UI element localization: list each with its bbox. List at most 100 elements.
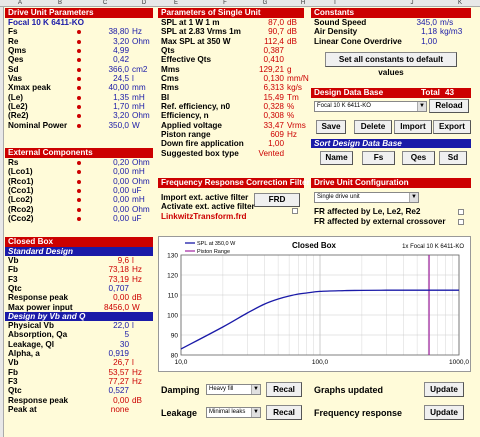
damping-recal-button[interactable]: Recal: [266, 382, 302, 397]
graphs-update-button[interactable]: Update: [424, 382, 464, 397]
bottom-right-panel: Graphs updated Update Frequency response…: [311, 378, 471, 430]
closed-box-chart: 80 90 100 110 120 130 10,0 100,0 1000,0 Closed Bo…: [158, 236, 471, 372]
design-vb-q-value[interactable]: 5: [124, 330, 129, 340]
constant-value[interactable]: 1,18: [421, 27, 437, 37]
comment-marker-icon: [77, 77, 81, 82]
single-unit-row: SPL at 1 W 1 m 87,0 dB: [158, 18, 304, 27]
x-tick-label: 100,0: [312, 359, 329, 366]
freq-filter-panel: Frequency Response Correction Filter Imp…: [158, 178, 310, 234]
design-select-value: Focal 10 K 6411-KO: [317, 103, 371, 109]
chevron-down-icon: ▼: [409, 193, 418, 202]
drive-param-value[interactable]: 24,5: [113, 74, 129, 84]
damping-select[interactable]: Heavy fill ▼: [206, 384, 261, 395]
ext-component-value[interactable]: 0,00: [113, 204, 129, 214]
drive-param-row: Re 3,20 Ohm: [5, 37, 153, 46]
y-tick-label: 110: [168, 293, 179, 300]
ext-component-value[interactable]: 0,00: [113, 214, 129, 224]
external-components-title: External Components: [5, 148, 153, 158]
design-vb-q-value[interactable]: 77,27: [108, 377, 130, 387]
drive-param-value[interactable]: 1,70: [113, 102, 129, 112]
single-unit-value: 112,4: [264, 36, 284, 46]
activate-filter-checkbox[interactable]: [292, 208, 298, 214]
set-defaults-button[interactable]: Set all constants to default values: [325, 52, 457, 77]
design-vb-q-value[interactable]: 0,00: [113, 395, 129, 405]
drive-param-value[interactable]: 350,0: [108, 120, 130, 130]
sort-name-button[interactable]: Name: [320, 151, 353, 165]
single-unit-value: 0,387: [263, 46, 285, 56]
plot-frame: [180, 254, 460, 356]
drive-param-value[interactable]: 3,20: [113, 36, 129, 46]
sort-fs-button[interactable]: Fs: [362, 151, 395, 165]
design-vb-q-value[interactable]: 53,57: [108, 367, 130, 377]
fr-crossover-checkbox[interactable]: [458, 219, 464, 225]
ext-component-value[interactable]: 0,20: [113, 158, 129, 167]
single-unit-value: 33,47: [263, 120, 285, 130]
constant-value[interactable]: 345,0: [416, 18, 438, 27]
design-vb-q-row: Physical Vb 22,0 l: [5, 321, 153, 330]
drive-param-value[interactable]: 3,20: [113, 111, 129, 121]
save-button[interactable]: Save: [316, 120, 346, 134]
ext-component-value[interactable]: 0,00: [113, 167, 129, 177]
drive-param-row: Qms 4,99: [5, 46, 153, 55]
single-unit-label: Piston range: [161, 130, 211, 140]
drive-param-label: Sd: [8, 64, 19, 74]
fr-le-checkbox[interactable]: [458, 209, 464, 215]
sort-qes-button[interactable]: Qes: [402, 151, 435, 165]
drive-param-value[interactable]: 38,80: [108, 27, 130, 37]
drive-unit-panel: Drive Unit Parameters Focal 10 K 6411-KO…: [5, 8, 153, 130]
std-design-label: F3: [8, 274, 18, 284]
y-tick-label: 80: [171, 353, 179, 360]
comment-marker-icon: [77, 105, 81, 110]
std-design-value: 0,707: [108, 284, 130, 294]
chevron-down-icon: ▼: [251, 385, 260, 394]
drive-param-value[interactable]: 40,00: [108, 83, 130, 93]
design-vb-q-value[interactable]: none: [110, 405, 129, 415]
ext-component-row: (Lco1) 0,00 mH: [5, 167, 153, 176]
chart-driver-note: 1x Focal 10 K 6411-KO: [402, 244, 464, 250]
filter-file-link[interactable]: LinkwitzTransform.frd: [161, 211, 247, 221]
design-vb-q-unit: Hz: [132, 367, 143, 377]
constant-value[interactable]: 1,00: [421, 36, 437, 46]
design-vb-q-value[interactable]: 22,0: [113, 321, 129, 331]
design-vb-q-value[interactable]: 26,7: [113, 358, 129, 368]
freq-update-button[interactable]: Update: [424, 405, 464, 420]
ext-component-value[interactable]: 0,00: [113, 176, 129, 186]
frd-button[interactable]: FRD: [254, 193, 300, 207]
drive-config-panel: Drive Unit Configuration Single drive un…: [311, 178, 471, 230]
drive-param-value[interactable]: 4,99: [113, 46, 129, 56]
export-button[interactable]: Export: [433, 120, 471, 134]
leakage-recal-button[interactable]: Recal: [266, 405, 302, 420]
configuration-select[interactable]: Single drive unit ▼: [314, 192, 419, 203]
sort-sd-button[interactable]: Sd: [439, 151, 467, 165]
graphs-updated-label: Graphs updated: [314, 385, 384, 395]
single-unit-row: Ref. efficiency, n0 0,328%: [158, 102, 304, 111]
drive-param-value[interactable]: 366,0: [108, 64, 130, 74]
std-design-value: 73,18: [108, 265, 130, 275]
drive-param-unit: Ohm: [132, 111, 150, 121]
design-vb-q-unit: dB: [132, 395, 143, 405]
design-select[interactable]: Focal 10 K 6411-KO ▼: [314, 101, 427, 112]
freq-filter-title: Frequency Response Correction Filter: [158, 178, 310, 188]
leakage-select[interactable]: Minimal leaks ▼: [206, 407, 261, 418]
constant-label: Air Density: [314, 27, 358, 37]
chart-title: Closed Box: [292, 241, 337, 250]
y-tick-label: 120: [167, 273, 178, 280]
design-vb-q-value[interactable]: 0,527: [108, 386, 130, 396]
drive-param-value[interactable]: 0,42: [113, 55, 129, 65]
design-vb-q-label: Qtc: [8, 386, 22, 396]
delete-button[interactable]: Delete: [354, 120, 392, 134]
design-vb-q-label: Absorption, Qa: [8, 330, 68, 340]
std-design-unit: Hz: [132, 274, 143, 284]
single-unit-row: Efficiency, n 0,308%: [158, 111, 304, 120]
comment-marker-icon: [77, 58, 81, 63]
design-vb-q-value[interactable]: 0,919: [108, 349, 130, 359]
design-vb-q-value[interactable]: 30: [119, 339, 129, 349]
design-vb-q-row: Peak at none: [5, 405, 153, 414]
ext-component-value[interactable]: 0,00: [113, 195, 129, 205]
import-button[interactable]: Import: [394, 120, 432, 134]
std-design-value: 0,00: [113, 293, 129, 303]
drive-param-value[interactable]: 1,35: [113, 92, 129, 102]
drive-param-unit: Hz: [132, 27, 143, 37]
ext-component-value[interactable]: 0,00: [113, 186, 129, 196]
reload-button[interactable]: Reload: [429, 99, 469, 113]
